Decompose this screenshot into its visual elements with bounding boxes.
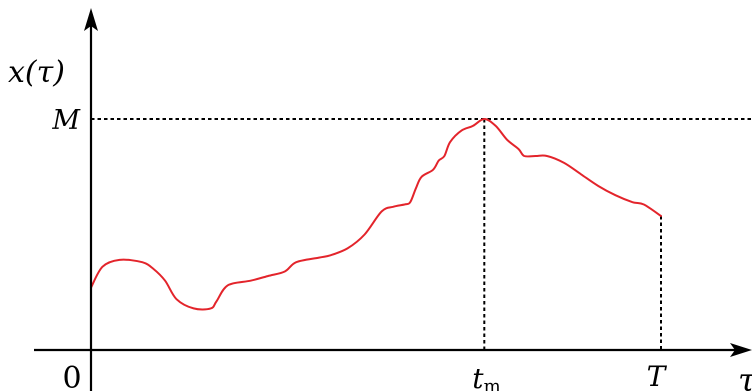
y-tick-label: M [51, 105, 81, 136]
x-tick-label: T [647, 360, 668, 391]
axis-labels: x(τ) τ M 0 tm T [8, 55, 752, 391]
axes [34, 8, 752, 391]
y-axis-arrow [84, 8, 98, 31]
x-tick-label: tm [472, 362, 500, 391]
x-axis-arrow [730, 343, 752, 357]
x-axis-label: τ [738, 361, 752, 391]
x-tick-label-subscript: m [484, 376, 501, 391]
y-axis-label: x(τ) [8, 55, 65, 90]
series-layer [90, 118, 662, 311]
x-tick-label-origin: 0 [62, 361, 81, 391]
guide-lines [91, 118, 752, 350]
series-line [90, 118, 662, 311]
